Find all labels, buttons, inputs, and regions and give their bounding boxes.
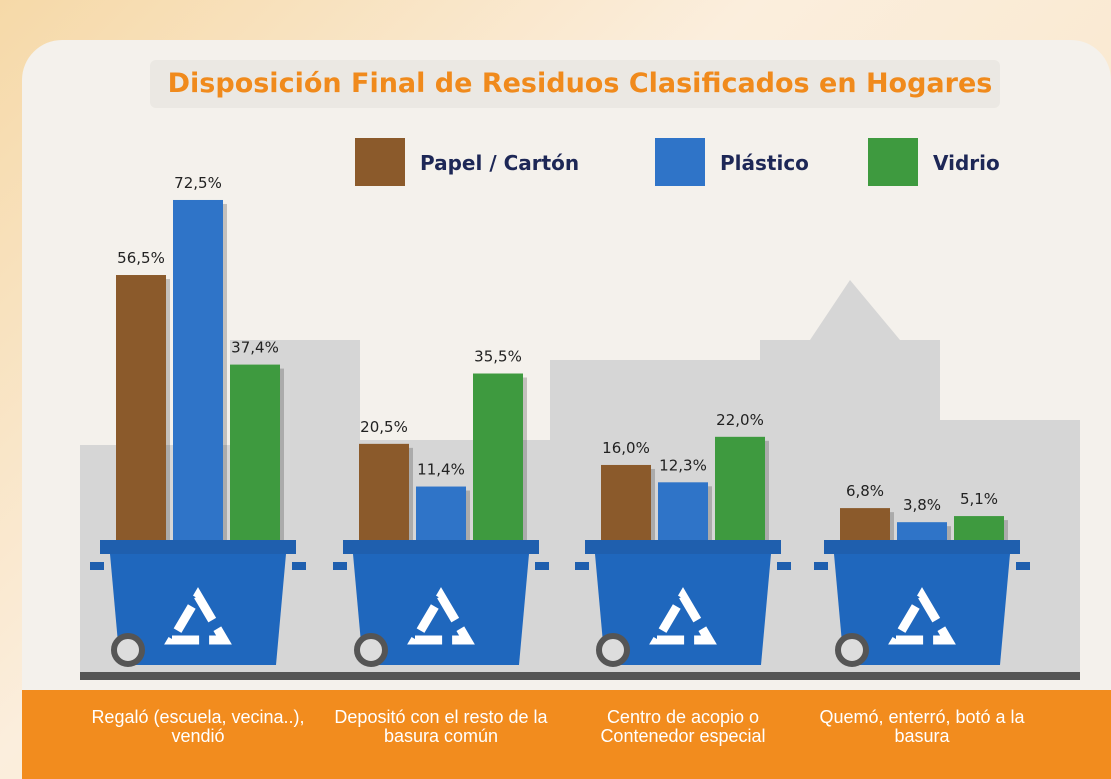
dumpster-handle: [575, 562, 589, 570]
dumpster-handle: [535, 562, 549, 570]
bar: [954, 516, 1004, 540]
category-band: [22, 690, 1111, 779]
dumpster-lid: [824, 540, 1020, 554]
value-label: 3,8%: [903, 496, 941, 514]
recycle-icon: [649, 587, 717, 645]
dumpster-lid: [343, 540, 539, 554]
value-label: 72,5%: [174, 174, 222, 192]
value-label: 11,4%: [417, 461, 465, 479]
category-label: Centro de acopio o Contenedor especial: [600, 707, 766, 746]
dumpster-handle: [333, 562, 347, 570]
bar: [230, 364, 280, 540]
value-label: 16,0%: [602, 439, 650, 457]
bar: [840, 508, 890, 540]
bar: [715, 436, 765, 540]
bar: [658, 482, 708, 540]
value-label: 12,3%: [659, 456, 707, 474]
value-label: 37,4%: [231, 339, 279, 357]
bar: [359, 443, 409, 540]
wheel: [354, 633, 388, 667]
chart-title: Disposición Final de Residuos Clasificad…: [168, 68, 993, 99]
bar: [601, 464, 651, 540]
bar: [173, 199, 223, 540]
legend-swatch: [655, 138, 705, 186]
legend-swatch: [355, 138, 405, 186]
recycle-icon: [164, 587, 232, 645]
recycle-icon: [407, 587, 475, 645]
value-label: 5,1%: [960, 490, 998, 508]
category-label: Depositó con el resto de la basura común: [334, 707, 548, 746]
wheel: [835, 633, 869, 667]
dumpster-handle: [90, 562, 104, 570]
bar: [897, 522, 947, 540]
title-band: [150, 60, 1000, 108]
dumpster: [333, 540, 549, 667]
value-label: 35,5%: [474, 348, 522, 366]
bar: [416, 486, 466, 540]
dumpster: [90, 540, 306, 667]
category-label: Quemó, enterró, botó a la basura: [819, 707, 1025, 746]
dumpster-lid: [100, 540, 296, 554]
legend-label: Vidrio: [933, 151, 1000, 175]
dumpster-body: [595, 554, 771, 665]
legend-swatch: [868, 138, 918, 186]
value-label: 22,0%: [716, 411, 764, 429]
dumpster-body: [834, 554, 1010, 665]
dumpster-handle: [292, 562, 306, 570]
dumpster-body: [110, 554, 286, 665]
legend-label: Plástico: [720, 151, 809, 175]
bar: [116, 275, 166, 540]
bar: [473, 373, 523, 540]
legend-label: Papel / Cartón: [420, 151, 579, 175]
dumpster: [814, 540, 1030, 667]
wheel: [596, 633, 630, 667]
value-label: 20,5%: [360, 418, 408, 436]
dumpster: [575, 540, 791, 667]
wheel: [111, 633, 145, 667]
category-label: Regaló (escuela, vecina..), vendió: [91, 707, 305, 746]
value-label: 56,5%: [117, 249, 165, 267]
ground: [80, 672, 1080, 680]
dumpster-handle: [814, 562, 828, 570]
value-label: 6,8%: [846, 482, 884, 500]
dumpster-handle: [1016, 562, 1030, 570]
dumpster-handle: [777, 562, 791, 570]
dumpster-lid: [585, 540, 781, 554]
dumpster-body: [353, 554, 529, 665]
recycle-icon: [888, 587, 956, 645]
